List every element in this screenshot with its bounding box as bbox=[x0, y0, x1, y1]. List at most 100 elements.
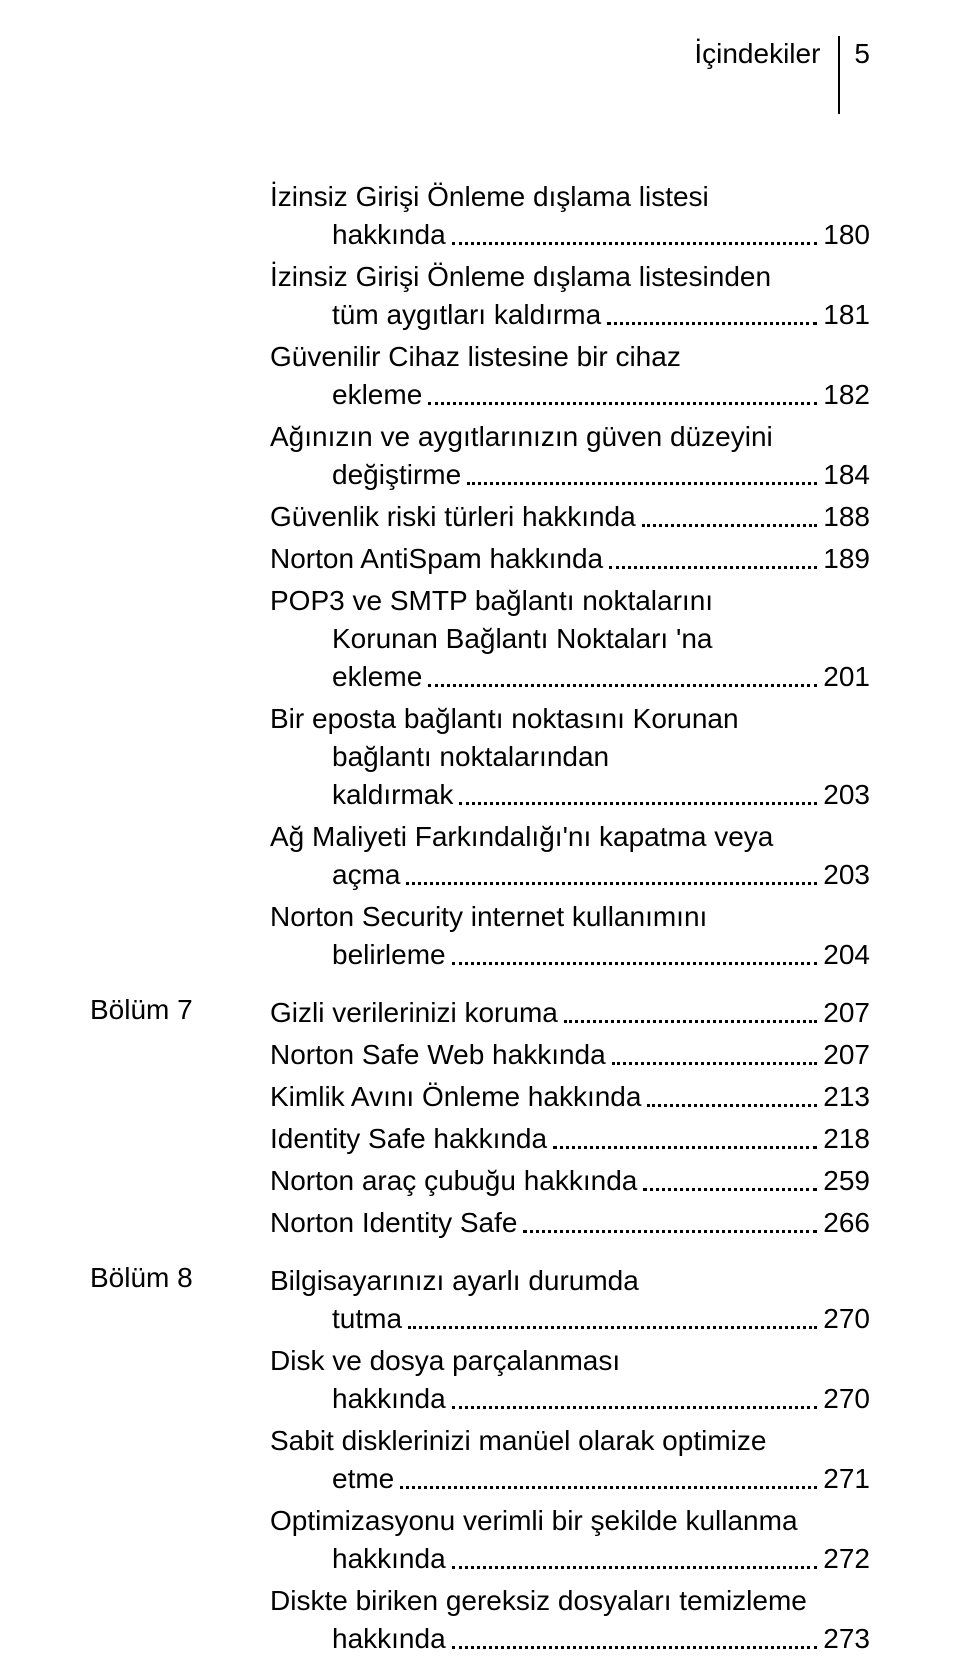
entry-page: 204 bbox=[823, 936, 870, 974]
header-page-number: 5 bbox=[840, 38, 870, 70]
entry-text-cont: hakkında bbox=[270, 216, 446, 254]
entry-text-line: Korunan Bağlantı Noktaları 'na bbox=[270, 620, 870, 658]
entry-page: 272 bbox=[823, 1540, 870, 1578]
leader-dots bbox=[609, 566, 817, 569]
section-label-empty bbox=[90, 178, 270, 978]
entry-text-cont: kaldırmak bbox=[270, 776, 453, 814]
entry-text: Norton araç çubuğu hakkında bbox=[270, 1162, 637, 1200]
entry-text-line: Bir eposta bağlantı noktasını Korunan bbox=[270, 700, 870, 738]
entry-text: Norton AntiSpam hakkında bbox=[270, 540, 603, 578]
entry-text-cont: ekleme bbox=[270, 658, 422, 696]
entry-text-cont: hakkında bbox=[270, 1620, 446, 1658]
leader-dots bbox=[643, 1188, 817, 1191]
entry-text: Norton Identity Safe bbox=[270, 1204, 517, 1242]
entry-text-cont: ekleme bbox=[270, 376, 422, 414]
toc-entry: Disk ve dosya parçalanması hakkında 270 bbox=[270, 1342, 870, 1418]
leader-dots bbox=[564, 1020, 817, 1023]
toc-entry: Ağ Maliyeti Farkındalığı'nı kapatma veya… bbox=[270, 818, 870, 894]
entry-text-line: POP3 ve SMTP bağlantı noktalarını bbox=[270, 582, 870, 620]
entry-text: Identity Safe hakkında bbox=[270, 1120, 547, 1158]
entry-text-line: Sabit disklerinizi manüel olarak optimiz… bbox=[270, 1422, 870, 1460]
toc-entries-0: İzinsiz Girişi Önleme dışlama listesi ha… bbox=[270, 178, 870, 978]
toc-entry: POP3 ve SMTP bağlantı noktalarını Koruna… bbox=[270, 582, 870, 696]
toc-entry: Bir eposta bağlantı noktasını Korunan ba… bbox=[270, 700, 870, 814]
section-label: Bölüm 8 bbox=[90, 1262, 270, 1662]
entry-text-cont: tüm aygıtları kaldırma bbox=[270, 296, 601, 334]
entry-page: 207 bbox=[823, 1036, 870, 1074]
entry-text-cont: hakkında bbox=[270, 1540, 446, 1578]
page-header: İçindekiler 5 bbox=[694, 38, 870, 114]
entry-page: 273 bbox=[823, 1620, 870, 1658]
toc-section-8: Bölüm 8 Bilgisayarınızı ayarlı durumda t… bbox=[90, 1262, 870, 1662]
entry-text-cont: değiştirme bbox=[270, 456, 461, 494]
entry-page: 188 bbox=[823, 498, 870, 536]
entry-text: Kimlik Avını Önleme hakkında bbox=[270, 1078, 641, 1116]
entry-text-cont: etme bbox=[270, 1460, 394, 1498]
leader-dots bbox=[467, 482, 817, 485]
toc-entry: İzinsiz Girişi Önleme dışlama listesi ha… bbox=[270, 178, 870, 254]
entry-page: 184 bbox=[823, 456, 870, 494]
entry-page: 189 bbox=[823, 540, 870, 578]
entry-page: 201 bbox=[823, 658, 870, 696]
header-title: İçindekiler bbox=[694, 38, 838, 70]
toc-entry: Norton Identity Safe 266 bbox=[270, 1204, 870, 1242]
leader-dots bbox=[452, 1406, 818, 1409]
entry-page: 213 bbox=[823, 1078, 870, 1116]
leader-dots bbox=[647, 1104, 817, 1107]
entry-page: 266 bbox=[823, 1204, 870, 1242]
entry-page: 259 bbox=[823, 1162, 870, 1200]
toc-entry: Güvenlik riski türleri hakkında 188 bbox=[270, 498, 870, 536]
toc-section-continuation: İzinsiz Girişi Önleme dışlama listesi ha… bbox=[90, 178, 870, 978]
entry-text-line: Bilgisayarınızı ayarlı durumda bbox=[270, 1262, 870, 1300]
toc-section-7: Bölüm 7 Gizli verilerinizi koruma 207 No… bbox=[90, 994, 870, 1246]
entry-text-line: İzinsiz Girişi Önleme dışlama listesi bbox=[270, 178, 870, 216]
leader-dots bbox=[452, 1566, 818, 1569]
leader-dots bbox=[452, 1646, 818, 1649]
leader-dots bbox=[459, 802, 817, 805]
entry-page: 270 bbox=[823, 1380, 870, 1418]
entry-text-line: Optimizasyonu verimli bir şekilde kullan… bbox=[270, 1502, 870, 1540]
toc-content: İzinsiz Girişi Önleme dışlama listesi ha… bbox=[90, 178, 870, 1662]
toc-page: İçindekiler 5 İzinsiz Girişi Önleme dışl… bbox=[0, 0, 960, 1575]
toc-entry: Norton araç çubuğu hakkında 259 bbox=[270, 1162, 870, 1200]
entry-text-line: Disk ve dosya parçalanması bbox=[270, 1342, 870, 1380]
toc-entry: Optimizasyonu verimli bir şekilde kullan… bbox=[270, 1502, 870, 1578]
leader-dots bbox=[523, 1230, 817, 1233]
leader-dots bbox=[428, 684, 817, 687]
leader-dots bbox=[406, 882, 817, 885]
toc-entry: Diskte biriken gereksiz dosyaları temizl… bbox=[270, 1582, 870, 1658]
entry-text: Güvenlik riski türleri hakkında bbox=[270, 498, 636, 536]
toc-entries-2: Bilgisayarınızı ayarlı durumda tutma 270… bbox=[270, 1262, 870, 1662]
entry-page: 181 bbox=[823, 296, 870, 334]
entry-text-line: Ağınızın ve aygıtlarınızın güven düzeyin… bbox=[270, 418, 870, 456]
entry-text-cont: hakkında bbox=[270, 1380, 446, 1418]
toc-entry: Norton AntiSpam hakkında 189 bbox=[270, 540, 870, 578]
toc-entry: Norton Security internet kullanımını bel… bbox=[270, 898, 870, 974]
toc-entry: Kimlik Avını Önleme hakkında 213 bbox=[270, 1078, 870, 1116]
leader-dots bbox=[642, 524, 818, 527]
leader-dots bbox=[553, 1146, 817, 1149]
section-label: Bölüm 7 bbox=[90, 994, 270, 1246]
entry-page: 182 bbox=[823, 376, 870, 414]
toc-entry: Bilgisayarınızı ayarlı durumda tutma 270 bbox=[270, 1262, 870, 1338]
toc-entries-1: Gizli verilerinizi koruma 207 Norton Saf… bbox=[270, 994, 870, 1246]
entry-text: Norton Safe Web hakkında bbox=[270, 1036, 606, 1074]
entry-text-line: Norton Security internet kullanımını bbox=[270, 898, 870, 936]
entry-text-cont: tutma bbox=[270, 1300, 402, 1338]
entry-text-line: Diskte biriken gereksiz dosyaları temizl… bbox=[270, 1582, 870, 1620]
entry-text-line: bağlantı noktalarından bbox=[270, 738, 870, 776]
leader-dots bbox=[452, 962, 818, 965]
entry-page: 180 bbox=[823, 216, 870, 254]
toc-entry: Ağınızın ve aygıtlarınızın güven düzeyin… bbox=[270, 418, 870, 494]
entry-text-cont: belirleme bbox=[270, 936, 446, 974]
entry-page: 203 bbox=[823, 856, 870, 894]
leader-dots bbox=[452, 242, 818, 245]
entry-page: 218 bbox=[823, 1120, 870, 1158]
entry-text: Gizli verilerinizi koruma bbox=[270, 994, 558, 1032]
entry-text-cont: açma bbox=[270, 856, 400, 894]
entry-text-line: İzinsiz Girişi Önleme dışlama listesinde… bbox=[270, 258, 870, 296]
toc-entry: Gizli verilerinizi koruma 207 bbox=[270, 994, 870, 1032]
entry-page: 203 bbox=[823, 776, 870, 814]
leader-dots bbox=[400, 1486, 817, 1489]
leader-dots bbox=[607, 322, 817, 325]
